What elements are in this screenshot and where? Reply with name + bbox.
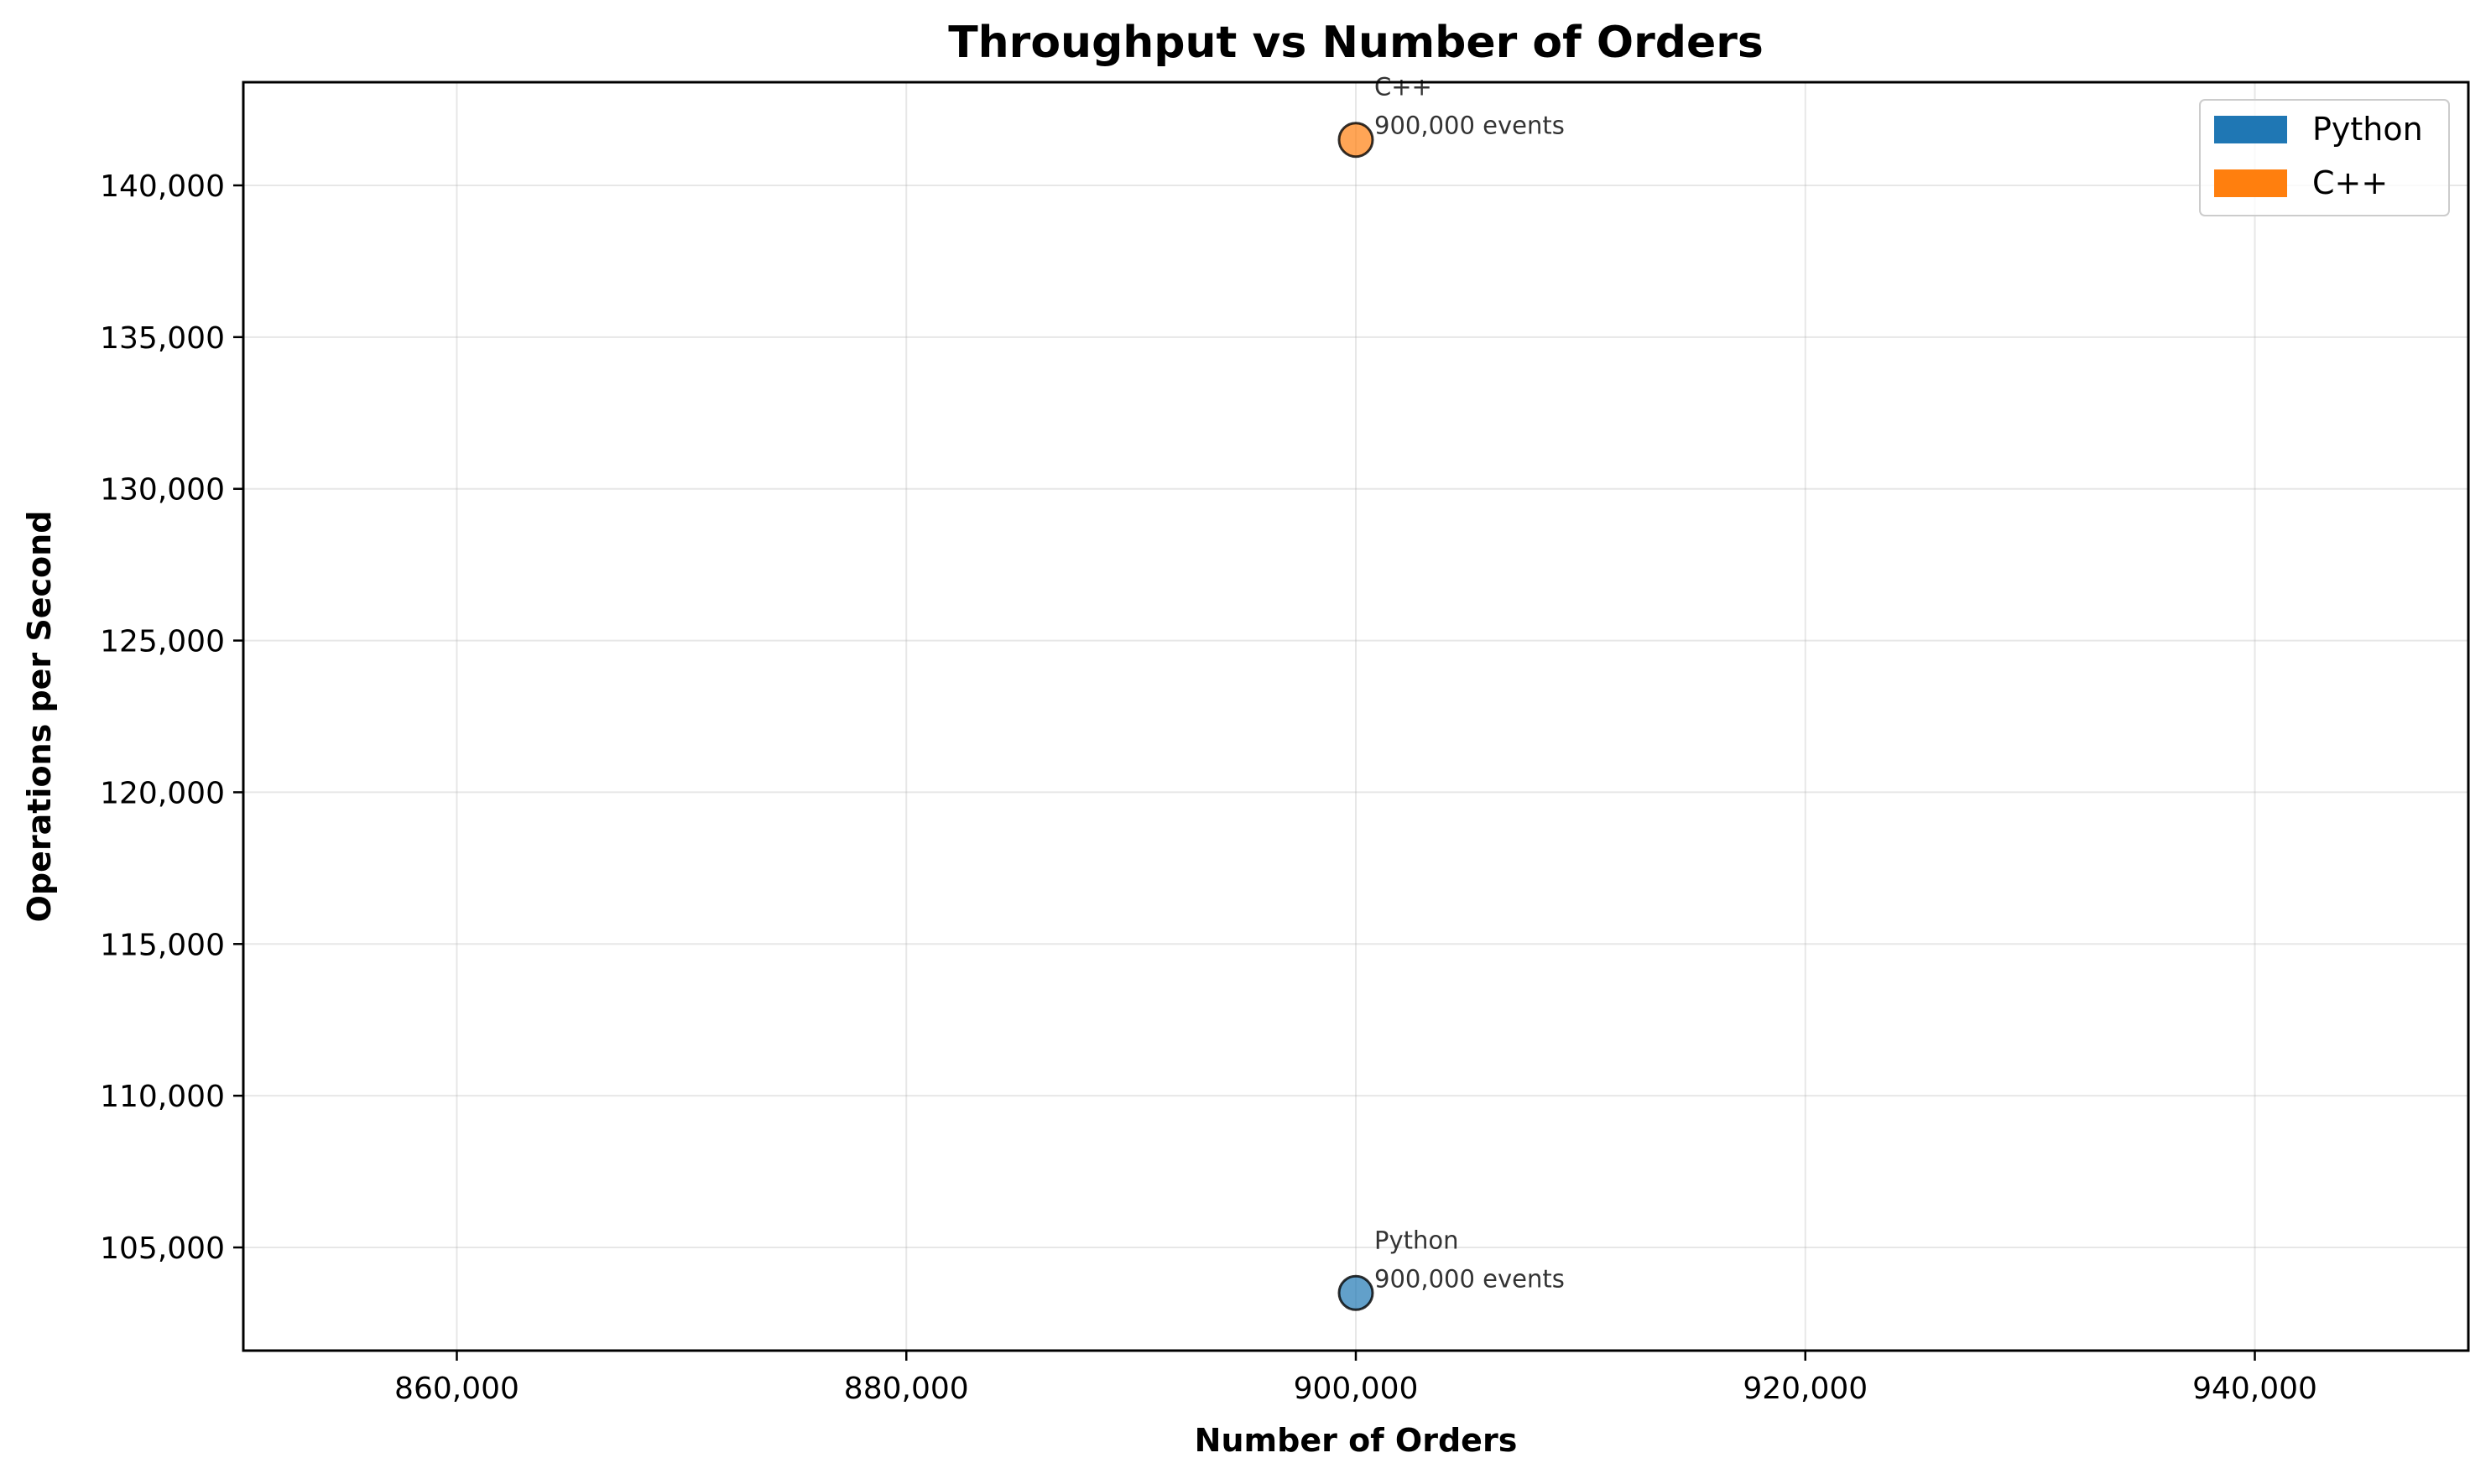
point-annotation: 900,000 events [1374, 1264, 1565, 1293]
data-point-python [1337, 1274, 1374, 1311]
x-tick-label: 940,000 [2192, 1372, 2317, 1406]
x-axis-label: Number of Orders [1195, 1422, 1518, 1459]
x-tick-label: 860,000 [394, 1372, 519, 1406]
grid-lines [243, 82, 2468, 1351]
x-axis: 860,000 880,000 900,000 920,000 940,000 [394, 1351, 2317, 1406]
legend: Python C++ [2199, 99, 2450, 216]
chart-title: Throughput vs Number of Orders [948, 18, 1764, 68]
y-tick-label: 115,000 [100, 928, 225, 962]
y-tick-label: 125,000 [100, 625, 225, 659]
legend-label-cpp: C++ [2312, 164, 2388, 201]
point-annotation: C++ [1374, 73, 1432, 102]
y-tick-label: 110,000 [100, 1080, 225, 1114]
x-tick-label: 880,000 [844, 1372, 969, 1406]
point-annotation: Python [1374, 1226, 1459, 1254]
y-tick-label: 105,000 [100, 1231, 225, 1266]
y-tick-label: 140,000 [100, 169, 225, 204]
data-point-cpp [1337, 122, 1374, 159]
x-tick-label: 920,000 [1743, 1372, 1868, 1406]
data-points: Python 900,000 events C++ 900,000 events [1337, 73, 1565, 1311]
y-tick-label: 130,000 [100, 473, 225, 508]
x-tick-label: 900,000 [1294, 1372, 1419, 1406]
y-tick-label: 135,000 [100, 321, 225, 356]
y-axis-label: Operations per Second [21, 511, 58, 923]
legend-label-python: Python [2312, 111, 2423, 148]
point-annotation: 900,000 events [1374, 112, 1565, 140]
legend-swatch-cpp [2214, 169, 2287, 197]
legend-swatch-python [2214, 116, 2287, 143]
y-tick-label: 120,000 [100, 776, 225, 810]
y-axis: 105,000 110,000 115,000 120,000 125,000 130,0… [100, 169, 243, 1266]
